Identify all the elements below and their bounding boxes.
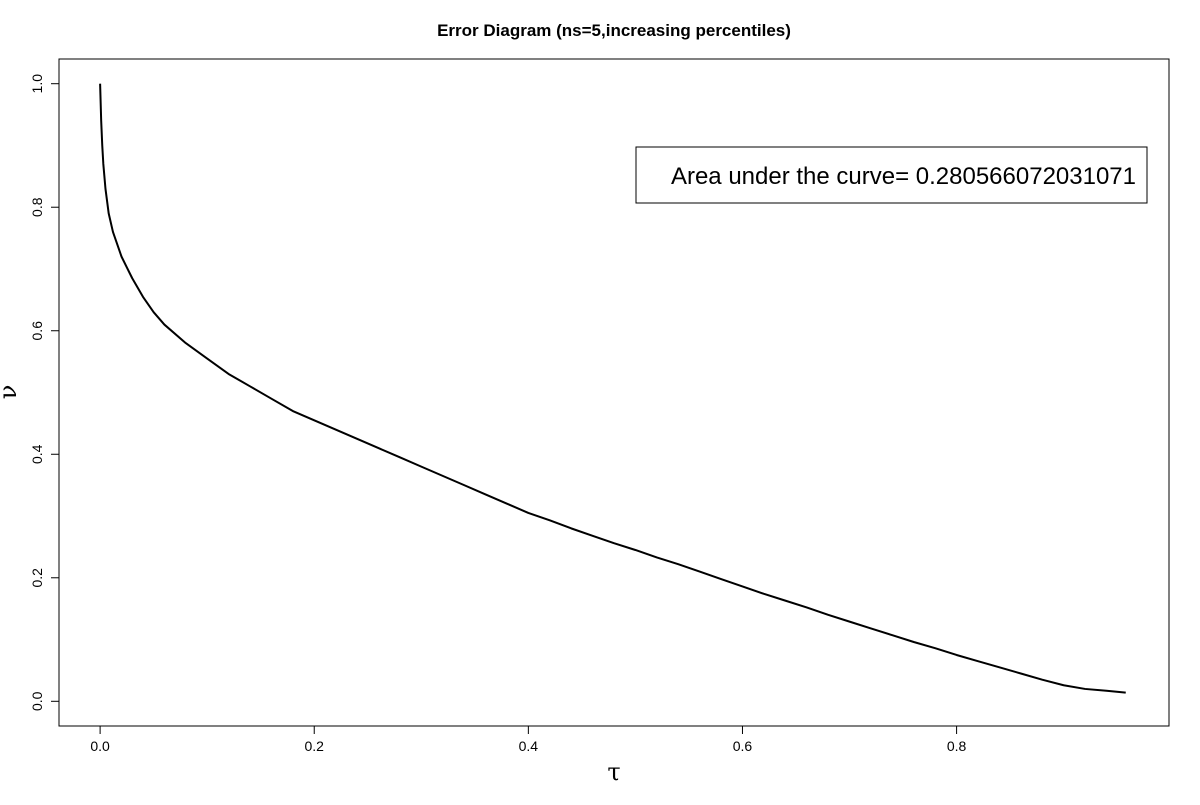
y-tick-label: 1.0	[29, 74, 45, 94]
x-tick-label: 0.4	[519, 738, 539, 754]
x-tick-label: 0.2	[304, 738, 324, 754]
annotation-box	[635, 146, 1148, 204]
x-tick-label: 0.8	[947, 738, 967, 754]
x-axis-title: τ	[607, 758, 620, 786]
y-tick-label: 0.6	[29, 321, 45, 341]
x-tick-label: 0.6	[733, 738, 753, 754]
y-tick-label: 0.0	[29, 691, 45, 711]
x-tick-label: 0.0	[90, 738, 110, 754]
chart-title: Error Diagram (ns=5,increasing percentil…	[437, 21, 791, 40]
annotation-text: Area under the curve= 0.280566072031071	[671, 163, 1136, 190]
y-axis: 0.0 0.2 0.4 0.6 0.8 1.0	[29, 74, 60, 711]
series-layer	[99, 83, 1126, 694]
series-line-0	[99, 83, 1126, 694]
x-axis: 0.0 0.2 0.4 0.6 0.8	[90, 725, 967, 754]
y-tick-label: 0.8	[29, 197, 45, 217]
y-tick-label: 0.2	[29, 568, 45, 588]
y-tick-label: 0.4	[29, 444, 45, 464]
y-axis-title: ν	[0, 385, 22, 400]
